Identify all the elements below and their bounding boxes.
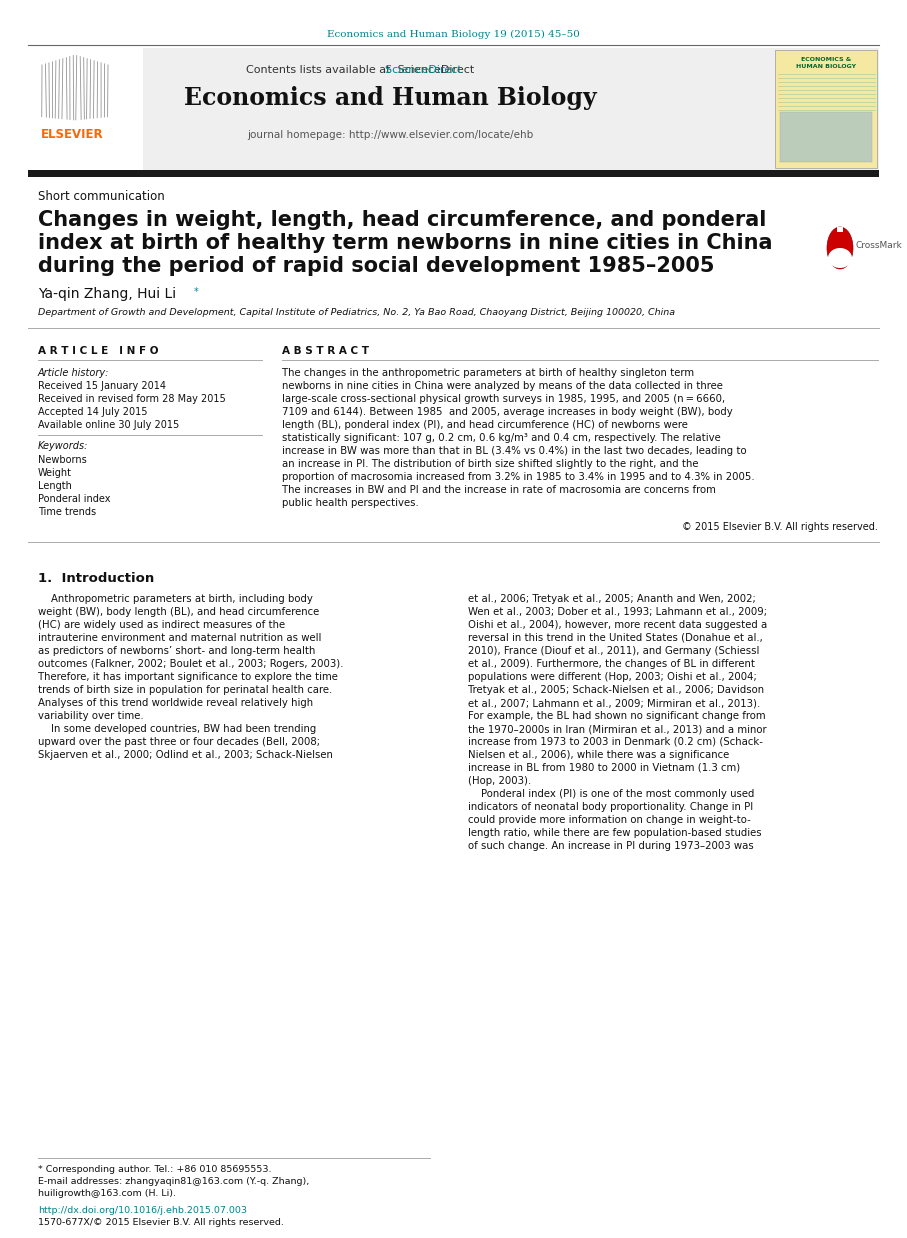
- Ellipse shape: [827, 227, 853, 269]
- Text: length ratio, while there are few population-based studies: length ratio, while there are few popula…: [468, 828, 762, 838]
- Text: trends of birth size in population for perinatal health care.: trends of birth size in population for p…: [38, 685, 332, 695]
- Text: an increase in PI. The distribution of birth size shifted slightly to the right,: an increase in PI. The distribution of b…: [282, 459, 698, 469]
- Text: proportion of macrosomia increased from 3.2% in 1985 to 3.4% in 1995 and to 4.3%: proportion of macrosomia increased from …: [282, 472, 755, 482]
- FancyBboxPatch shape: [28, 48, 879, 170]
- Text: increase in BW was more than that in BL (3.4% vs 0.4%) in the last two decades, : increase in BW was more than that in BL …: [282, 446, 746, 456]
- Text: et al., 2009). Furthermore, the changes of BL in different: et al., 2009). Furthermore, the changes …: [468, 659, 755, 669]
- Text: huiligrowth@163.com (H. Li).: huiligrowth@163.com (H. Li).: [38, 1188, 176, 1198]
- Text: E-mail addresses: zhangyaqin81@163.com (Y.-q. Zhang),: E-mail addresses: zhangyaqin81@163.com (…: [38, 1177, 309, 1186]
- Text: ECONOMICS &: ECONOMICS &: [801, 57, 851, 62]
- Text: * Corresponding author. Tel.: +86 010 85695553.: * Corresponding author. Tel.: +86 010 85…: [38, 1165, 271, 1174]
- Text: Short communication: Short communication: [38, 189, 165, 203]
- Text: 7109 and 6144). Between 1985  and 2005, average increases in body weight (BW), b: 7109 and 6144). Between 1985 and 2005, a…: [282, 407, 733, 417]
- Text: Time trends: Time trends: [38, 508, 96, 517]
- Text: The increases in BW and PI and the increase in rate of macrosomia are concerns f: The increases in BW and PI and the incre…: [282, 485, 716, 495]
- Text: Newborns: Newborns: [38, 456, 87, 465]
- FancyBboxPatch shape: [28, 48, 143, 170]
- Text: et al., 2006; Tretyak et al., 2005; Ananth and Wen, 2002;: et al., 2006; Tretyak et al., 2005; Anan…: [468, 594, 756, 604]
- Text: The changes in the anthropometric parameters at birth of healthy singleton term: The changes in the anthropometric parame…: [282, 368, 694, 378]
- Text: newborns in nine cities in China were analyzed by means of the data collected in: newborns in nine cities in China were an…: [282, 381, 723, 391]
- Text: could provide more information on change in weight-to-: could provide more information on change…: [468, 815, 751, 825]
- Text: variability over time.: variability over time.: [38, 711, 143, 721]
- Text: Therefore, it has important significance to explore the time: Therefore, it has important significance…: [38, 672, 338, 682]
- Text: as predictors of newborns’ short- and long-term health: as predictors of newborns’ short- and lo…: [38, 646, 316, 656]
- Text: Changes in weight, length, head circumference, and ponderal: Changes in weight, length, head circumfe…: [38, 210, 766, 230]
- Text: 1.  Introduction: 1. Introduction: [38, 572, 154, 586]
- Text: http://dx.doi.org/10.1016/j.ehb.2015.07.003: http://dx.doi.org/10.1016/j.ehb.2015.07.…: [38, 1206, 247, 1214]
- Text: weight (BW), body length (BL), and head circumference: weight (BW), body length (BL), and head …: [38, 607, 319, 617]
- Text: Ponderal index: Ponderal index: [38, 494, 111, 504]
- FancyBboxPatch shape: [837, 227, 843, 232]
- Text: Contents lists available at  ScienceDirect: Contents lists available at ScienceDirec…: [246, 66, 474, 76]
- Ellipse shape: [828, 248, 852, 267]
- Text: Tretyak et al., 2005; Schack-Nielsen et al., 2006; Davidson: Tretyak et al., 2005; Schack-Nielsen et …: [468, 685, 764, 695]
- Text: Nielsen et al., 2006), while there was a significance: Nielsen et al., 2006), while there was a…: [468, 750, 729, 760]
- Text: 1570-677X/© 2015 Elsevier B.V. All rights reserved.: 1570-677X/© 2015 Elsevier B.V. All right…: [38, 1218, 284, 1227]
- Text: Analyses of this trend worldwide reveal relatively high: Analyses of this trend worldwide reveal …: [38, 698, 313, 708]
- Text: Available online 30 July 2015: Available online 30 July 2015: [38, 420, 180, 430]
- Text: HUMAN BIOLOGY: HUMAN BIOLOGY: [796, 64, 856, 69]
- Text: indicators of neonatal body proportionality. Change in PI: indicators of neonatal body proportional…: [468, 802, 753, 812]
- Text: *: *: [194, 287, 199, 297]
- Text: Ponderal index (PI) is one of the most commonly used: Ponderal index (PI) is one of the most c…: [468, 789, 755, 799]
- Text: A R T I C L E   I N F O: A R T I C L E I N F O: [38, 345, 159, 357]
- Text: Weight: Weight: [38, 468, 72, 478]
- Text: CrossMark: CrossMark: [855, 241, 902, 250]
- Text: Received 15 January 2014: Received 15 January 2014: [38, 381, 166, 391]
- Text: of such change. An increase in PI during 1973–2003 was: of such change. An increase in PI during…: [468, 841, 754, 851]
- Text: Article history:: Article history:: [38, 368, 110, 378]
- Text: ELSEVIER: ELSEVIER: [41, 128, 103, 141]
- Text: Oishi et al., 2004), however, more recent data suggested a: Oishi et al., 2004), however, more recen…: [468, 620, 767, 630]
- Text: Skjaerven et al., 2000; Odlind et al., 2003; Schack-Nielsen: Skjaerven et al., 2000; Odlind et al., 2…: [38, 750, 333, 760]
- Text: during the period of rapid social development 1985–2005: during the period of rapid social develo…: [38, 256, 715, 276]
- Text: Department of Growth and Development, Capital Institute of Pediatrics, No. 2, Ya: Department of Growth and Development, Ca…: [38, 308, 675, 317]
- Text: Economics and Human Biology: Economics and Human Biology: [184, 85, 596, 110]
- Text: increase from 1973 to 2003 in Denmark (0.2 cm) (Schack-: increase from 1973 to 2003 in Denmark (0…: [468, 737, 763, 747]
- Text: (HC) are widely used as indirect measures of the: (HC) are widely used as indirect measure…: [38, 620, 285, 630]
- Text: length (BL), ponderal index (PI), and head circumference (HC) of newborns were: length (BL), ponderal index (PI), and he…: [282, 420, 688, 430]
- Text: index at birth of healthy term newborns in nine cities in China: index at birth of healthy term newborns …: [38, 233, 773, 253]
- Text: Anthropometric parameters at birth, including body: Anthropometric parameters at birth, incl…: [38, 594, 313, 604]
- Text: intrauterine environment and maternal nutrition as well: intrauterine environment and maternal nu…: [38, 633, 321, 643]
- Text: Ya-qin Zhang, Hui Li: Ya-qin Zhang, Hui Li: [38, 287, 176, 301]
- Text: © 2015 Elsevier B.V. All rights reserved.: © 2015 Elsevier B.V. All rights reserved…: [682, 522, 878, 532]
- Text: ScienceDirect: ScienceDirect: [258, 66, 462, 76]
- FancyBboxPatch shape: [775, 50, 877, 168]
- Text: reversal in this trend in the United States (Donahue et al.,: reversal in this trend in the United Sta…: [468, 633, 763, 643]
- Text: Received in revised form 28 May 2015: Received in revised form 28 May 2015: [38, 394, 226, 404]
- Text: Accepted 14 July 2015: Accepted 14 July 2015: [38, 407, 148, 417]
- Text: the 1970–2000s in Iran (Mirmiran et al., 2013) and a minor: the 1970–2000s in Iran (Mirmiran et al.,…: [468, 724, 766, 734]
- Text: journal homepage: http://www.elsevier.com/locate/ehb: journal homepage: http://www.elsevier.co…: [247, 130, 533, 140]
- Text: populations were different (Hop, 2003; Oishi et al., 2004;: populations were different (Hop, 2003; O…: [468, 672, 756, 682]
- Text: (Hop, 2003).: (Hop, 2003).: [468, 776, 532, 786]
- Text: 2010), France (Diouf et al., 2011), and Germany (Schiessl: 2010), France (Diouf et al., 2011), and …: [468, 646, 759, 656]
- Text: Wen et al., 2003; Dober et al., 1993; Lahmann et al., 2009;: Wen et al., 2003; Dober et al., 1993; La…: [468, 607, 767, 617]
- Text: A B S T R A C T: A B S T R A C T: [282, 345, 369, 357]
- Text: Economics and Human Biology 19 (2015) 45–50: Economics and Human Biology 19 (2015) 45…: [327, 30, 580, 40]
- FancyBboxPatch shape: [28, 170, 879, 177]
- Text: statistically significant: 107 g, 0.2 cm, 0.6 kg/m³ and 0.4 cm, respectively. Th: statistically significant: 107 g, 0.2 cm…: [282, 433, 721, 443]
- Text: large-scale cross-sectional physical growth surveys in 1985, 1995, and 2005 (n =: large-scale cross-sectional physical gro…: [282, 394, 725, 404]
- Text: outcomes (Falkner, 2002; Boulet et al., 2003; Rogers, 2003).: outcomes (Falkner, 2002; Boulet et al., …: [38, 659, 344, 669]
- Text: upward over the past three or four decades (Bell, 2008;: upward over the past three or four decad…: [38, 737, 320, 747]
- Text: In some developed countries, BW had been trending: In some developed countries, BW had been…: [38, 724, 317, 734]
- Text: For example, the BL had shown no significant change from: For example, the BL had shown no signifi…: [468, 711, 766, 721]
- Text: Keywords:: Keywords:: [38, 441, 88, 451]
- Text: increase in BL from 1980 to 2000 in Vietnam (1.3 cm): increase in BL from 1980 to 2000 in Viet…: [468, 763, 740, 773]
- Text: et al., 2007; Lahmann et al., 2009; Mirmiran et al., 2013).: et al., 2007; Lahmann et al., 2009; Mirm…: [468, 698, 760, 708]
- Text: Length: Length: [38, 482, 72, 491]
- FancyBboxPatch shape: [780, 111, 872, 162]
- Text: public health perspectives.: public health perspectives.: [282, 498, 419, 508]
